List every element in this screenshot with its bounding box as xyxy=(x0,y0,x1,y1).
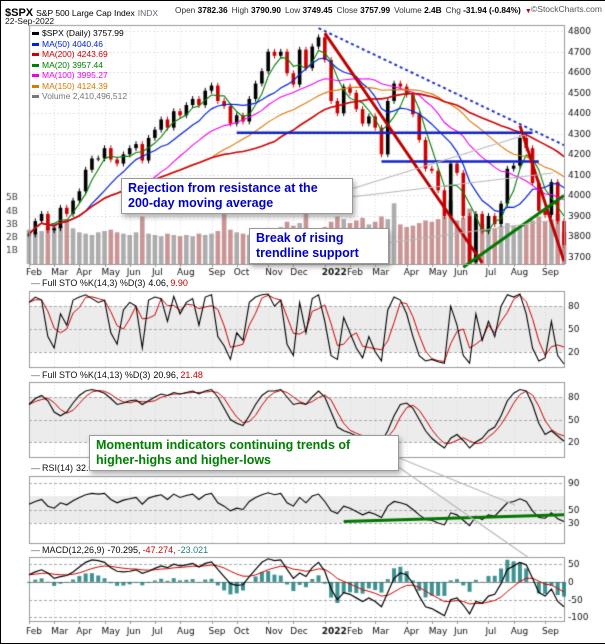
indicator-icon: — xyxy=(31,463,40,473)
legend-label: MA(100) 3995.27 xyxy=(42,70,108,80)
copyright: ©StockCharts.com xyxy=(531,4,602,14)
sto-fast-name: Full STO %K(14,3) %D(3) xyxy=(42,278,146,288)
close-label: Close xyxy=(336,5,358,15)
close-value: 3757.99 xyxy=(360,5,391,15)
legend-row-ma200: MA(200) 4243.69 xyxy=(32,49,127,60)
down-arrow-icon: ▼ xyxy=(524,8,532,15)
legend-row-ma50: MA(50) 4040.46 xyxy=(32,39,127,50)
indicator-icon: — xyxy=(31,545,40,555)
sto-slow-d-value: 21.48 xyxy=(180,370,203,380)
ticker-header: $SPX S&P 500 Large Cap Index INDX xyxy=(5,3,158,21)
open-label: Open xyxy=(175,5,196,15)
volume-label: Volume xyxy=(394,5,422,15)
chg-value: -31.94 (-0.84%) xyxy=(463,5,521,15)
price-color-chip xyxy=(32,32,39,36)
low-value: 3749.45 xyxy=(302,5,333,15)
volume-value: 2.4B xyxy=(424,5,442,15)
ma200-color-chip xyxy=(32,53,39,57)
ohlc-bar: Open 3782.36 High 3790.90 Low 3749.45 Close… xyxy=(175,5,532,15)
indicator-icon: — xyxy=(31,278,40,288)
rsi-name: RSI(14) xyxy=(42,463,74,473)
rsi-label: — RSI(14) 32.0 xyxy=(31,463,94,473)
index-name: S&P 500 Large Cap Index xyxy=(36,8,135,18)
chart-date: 22-Sep-2022 xyxy=(5,16,55,26)
legend-row-ma20: MA(20) 3957.44 xyxy=(32,60,127,71)
macd-label: — MACD(12,26,9) -70.295, -47.274, -23.021 xyxy=(31,545,208,555)
sto-fast-k-value: 4.06, xyxy=(148,278,169,288)
exchange-label: INDX xyxy=(137,8,159,18)
sto-slow-label: — Full STO %K(14,13) %D(3) 20.96, 21.48 xyxy=(31,370,203,380)
open-value: 3782.36 xyxy=(197,5,228,15)
annotation-rejection: Rejection from resistance at the 200-day… xyxy=(121,178,353,214)
annotation-trendline-break: Break of rising trendline support xyxy=(249,228,389,264)
legend-label: Volume 2,410,496,512 xyxy=(42,91,128,101)
ticker-symbol: $SPX xyxy=(5,7,34,19)
legend-label: MA(200) 4243.69 xyxy=(42,49,108,59)
legend-row-ma100: MA(100) 3995.27 xyxy=(32,70,127,81)
legend-label: $SPX (Daily) 3757.99 xyxy=(42,28,124,38)
high-label: High xyxy=(231,5,249,15)
legend-label: MA(20) 3957.44 xyxy=(42,59,103,70)
legend-row-volume: Volume 2,410,496,512 xyxy=(32,91,127,102)
annotation-momentum: Momentum indicators continuing trends of… xyxy=(89,435,399,471)
macd-name: MACD(12,26,9) xyxy=(42,545,105,555)
macd-value: -70.295, xyxy=(107,545,141,555)
sto-slow-k-value: 20.96, xyxy=(153,370,179,380)
legend: $SPX (Daily) 3757.99 MA(50) 4040.46 MA(200… xyxy=(32,28,127,102)
rsi-value: 32.0 xyxy=(76,463,94,473)
ma50-color-chip xyxy=(32,42,39,46)
ma150-color-chip xyxy=(32,84,39,88)
legend-label: MA(150) 4124.39 xyxy=(42,80,108,91)
macd-signal-value: -47.274, xyxy=(142,545,176,555)
ma20-color-chip xyxy=(32,63,39,67)
sto-fast-d-value: 9.90 xyxy=(170,278,188,288)
sto-fast-label: — Full STO %K(14,3) %D(3) 4.06, 9.90 xyxy=(31,278,188,288)
volume-color-chip xyxy=(32,95,39,99)
legend-label: MA(50) 4040.46 xyxy=(42,38,103,49)
legend-row-ma150: MA(150) 4124.39 xyxy=(32,81,127,92)
macd-hist-value: -23.021 xyxy=(177,545,209,555)
sto-slow-name: Full STO %K(14,13) %D(3) xyxy=(42,370,151,380)
ma100-color-chip xyxy=(32,74,39,78)
high-value: 3790.90 xyxy=(251,5,281,15)
legend-row-price: $SPX (Daily) 3757.99 xyxy=(32,28,127,39)
chg-label: Chg xyxy=(445,5,461,15)
low-label: Low xyxy=(285,5,301,15)
indicator-icon: — xyxy=(31,370,40,380)
